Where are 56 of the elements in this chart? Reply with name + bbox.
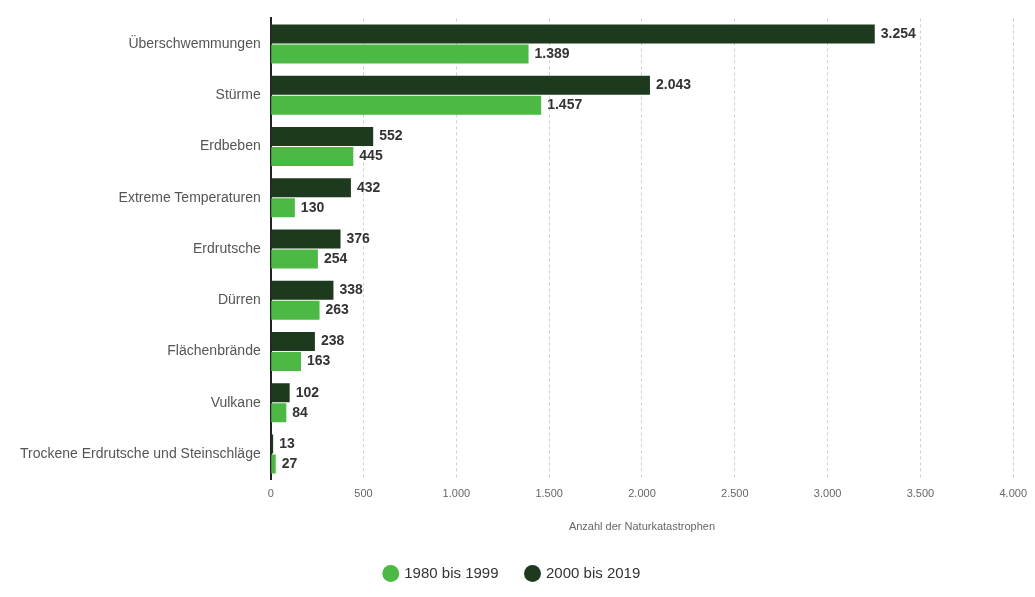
data-label: 552 — [379, 127, 403, 144]
data-label: 238 — [320, 332, 345, 349]
data-label: 338 — [339, 281, 364, 298]
x-tick-label: 0 — [267, 487, 274, 500]
y-tick-label: Trockene Erdrutsche und Steinschläge — [19, 444, 261, 461]
data-label: 163 — [306, 352, 331, 369]
data-label: 1.457 — [547, 96, 583, 113]
bar — [271, 198, 295, 218]
x-tick-label: 500 — [354, 487, 373, 500]
data-label: 2.043 — [655, 76, 692, 93]
data-label: 432 — [356, 178, 381, 195]
y-tick-label: Vulkane — [210, 393, 261, 410]
bar — [271, 300, 320, 320]
y-tick-label: Dürren — [217, 291, 261, 308]
bar — [271, 403, 287, 423]
x-tick-label: 3.000 — [813, 487, 842, 500]
bar — [271, 95, 542, 115]
bar — [271, 127, 374, 147]
x-tick-label: 2.500 — [721, 487, 749, 500]
y-tick-label: Erdrutsche — [193, 239, 261, 256]
x-tick-label: 1.000 — [442, 487, 471, 500]
data-label: 263 — [325, 301, 350, 318]
data-label: 84 — [292, 403, 309, 420]
data-label: 1.389 — [534, 44, 570, 61]
bar — [271, 332, 315, 351]
bar — [271, 280, 334, 300]
x-tick-label: 2.000 — [628, 487, 656, 500]
bar — [271, 44, 529, 64]
legend-label: 1980 bis 1999 — [404, 563, 499, 581]
y-tick-label: Überschwemmungen — [128, 33, 261, 51]
bar — [271, 383, 290, 403]
x-tick-label: 3.500 — [906, 487, 935, 500]
x-axis-title: Anzahl der Naturkatastrophen — [568, 520, 716, 533]
bar — [271, 147, 354, 166]
bar — [271, 249, 318, 269]
bar — [271, 24, 875, 44]
bar — [271, 229, 341, 249]
data-label: 13 — [279, 434, 295, 451]
legend-label: 2000 bis 2019 — [546, 563, 641, 581]
data-label: 27 — [281, 454, 298, 471]
y-tick-label: Extreme Temperaturen — [118, 188, 261, 205]
x-tick-label: 1.500 — [535, 487, 563, 500]
data-label: 376 — [346, 229, 371, 246]
data-label: 3.254 — [880, 24, 917, 41]
x-tick-label: 4.000 — [999, 487, 1027, 500]
data-label: 254 — [323, 249, 348, 266]
data-label: 130 — [300, 198, 325, 215]
bar — [271, 454, 276, 474]
y-tick-label: Erdbeben — [200, 137, 261, 154]
y-tick-label: Stürme — [215, 86, 261, 103]
bar — [271, 75, 650, 95]
bar — [271, 178, 351, 198]
y-tick-label: Flächenbrände — [167, 342, 261, 359]
bar — [271, 351, 301, 371]
data-label: 445 — [359, 147, 383, 164]
data-label: 102 — [295, 383, 320, 400]
